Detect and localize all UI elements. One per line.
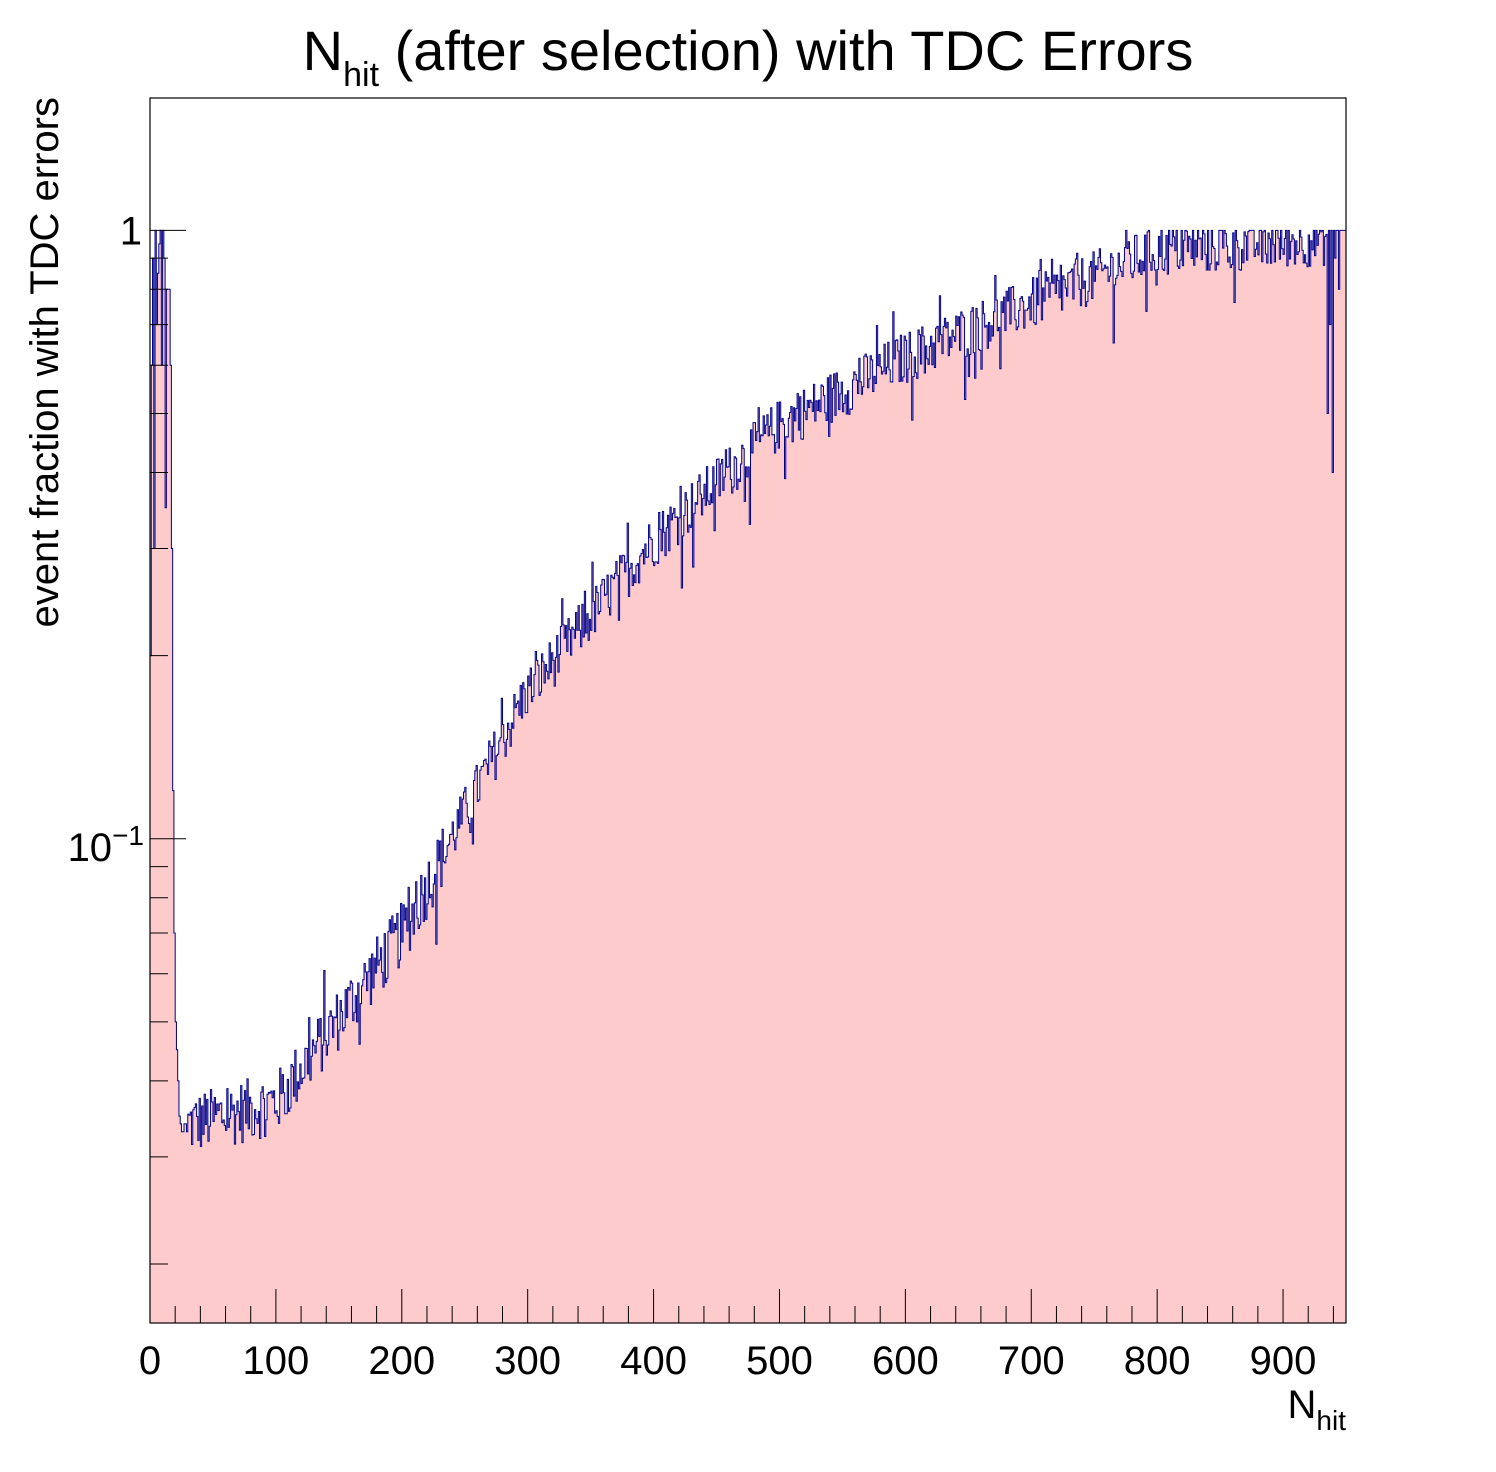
plot-frame	[149, 97, 1347, 1324]
x-axis-ticks	[149, 1289, 1334, 1323]
x-axis-label-main: N	[1288, 1383, 1317, 1427]
y-tick-label-0.1: 10−1	[68, 820, 144, 870]
x-tick-label: 200	[368, 1339, 435, 1383]
x-tick-label: 0	[139, 1339, 161, 1383]
y-axis-ticks	[150, 229, 186, 1265]
title-subscript: hit	[343, 56, 379, 94]
title-main: N	[303, 19, 343, 82]
y-tick-label-1-base: 1	[120, 209, 142, 253]
x-axis-label: Nhit	[1288, 1383, 1347, 1436]
y-tick-label-1: 1	[120, 209, 142, 253]
y-tick-label-0.1-exponent: −1	[112, 820, 144, 851]
histogram-fill	[150, 230, 1346, 1323]
x-tick-label: 100	[243, 1339, 310, 1383]
x-tick-label: 900	[1250, 1339, 1317, 1383]
x-tick-label: 700	[998, 1339, 1065, 1383]
chart-title: Nhit (after selection) with TDC Errors	[303, 19, 1194, 94]
x-tick-label: 800	[1124, 1339, 1191, 1383]
y-axis-label: event fraction with TDC errors	[23, 97, 67, 628]
y-tick-label-0.1-base: 10	[68, 826, 113, 870]
x-tick-label: 600	[872, 1339, 939, 1383]
x-tick-label: 400	[620, 1339, 687, 1383]
x-tick-label: 300	[494, 1339, 561, 1383]
x-axis-tick-labels: 0 100 200 300 400 500 600 700 800 900	[139, 1339, 1317, 1383]
title-rest: (after selection) with TDC Errors	[379, 19, 1193, 82]
x-tick-label: 500	[746, 1339, 813, 1383]
histogram-outline	[149, 229, 1347, 1323]
x-axis-label-subscript: hit	[1316, 1405, 1346, 1436]
